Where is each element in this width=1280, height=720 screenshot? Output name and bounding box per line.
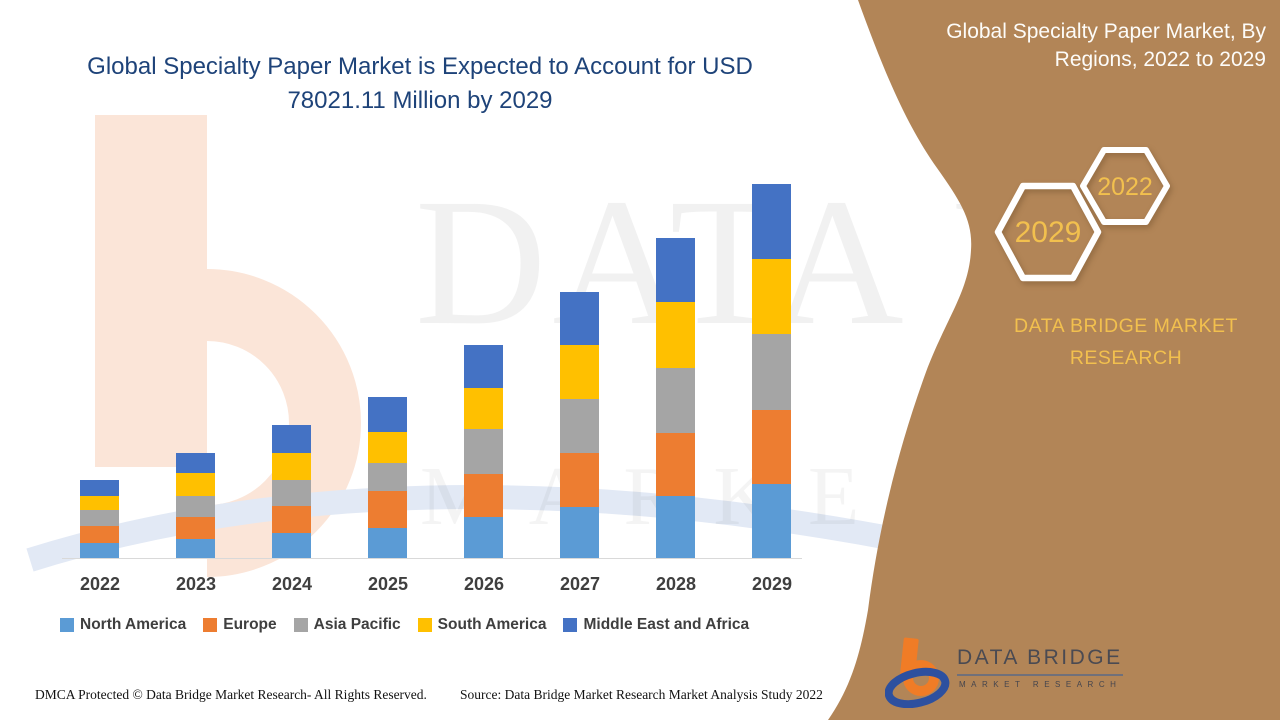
bar-segment-2029-south-america [752,258,791,334]
bar-segment-2023-south-america [176,472,215,496]
legend-label-asia-pacific: Asia Pacific [313,616,401,633]
x-axis-labels: 2022 2023 2024 2025 2026 2027 2028 2029 [62,574,802,600]
hexagon-year-2029: 2029 [1014,216,1082,249]
bar-segment-2029-europe [752,409,791,485]
bar-segment-2027-south-america [560,345,599,399]
x-label-2027: 2027 [559,574,601,594]
bar-segment-2024-north-america [272,533,311,559]
bar-segment-2028-europe [656,432,695,497]
brand-logo: DATA BRIDGE MARKET RESEARCH [885,636,1125,710]
bar-segment-2022-asia-pacific [80,510,119,527]
legend-swatch-north-america [60,618,74,632]
plot-area [62,183,802,559]
bar-2028 [656,238,695,559]
legend: North America Europe Asia Pacific South Ame… [60,616,840,634]
bar-segment-2026-middle-east-and-africa [464,345,503,389]
x-label-2022: 2022 [79,574,121,594]
x-label-2026: 2026 [463,574,505,594]
bar-segment-2029-asia-pacific [752,333,791,410]
bar-segment-2023-north-america [176,538,215,559]
bar-2029 [752,183,791,559]
bar-segment-2028-north-america [656,496,695,559]
bar-segment-2029-north-america [752,484,791,559]
x-label-2028: 2028 [655,574,697,594]
legend-label-north-america: North America [80,616,187,633]
legend-label-south-america: South America [437,616,547,633]
page-title: Global Specialty Paper Market is Expecte… [87,53,753,115]
bar-segment-2028-asia-pacific [656,368,695,433]
bar-segment-2022-europe [80,526,119,544]
x-label-2029: 2029 [751,574,793,594]
footer-source-text: Source: Data Bridge Market Research Mark… [460,687,823,702]
x-label-2024: 2024 [271,574,313,594]
bar-segment-2023-middle-east-and-africa [176,452,215,473]
bar-2023 [176,452,215,559]
bar-segment-2022-north-america [80,543,119,559]
brand-logo-icon [885,637,950,708]
bar-segment-2026-south-america [464,388,503,430]
legend-item-asia-pacific: Asia Pacific [293,616,401,634]
brand-logo-tagline: MARKET RESEARCH [959,680,1122,689]
hexagon-year-2022: 2022 [1097,173,1153,201]
bar-segment-2025-asia-pacific [368,462,407,492]
bar-segment-2024-asia-pacific [272,480,311,507]
side-panel-brand-text: DATA BRIDGE MARKET RESEARCH [1014,315,1238,370]
side-panel-path [828,0,1280,720]
bar-segment-2027-middle-east-and-africa [560,291,599,346]
bar-segment-2024-europe [272,506,311,534]
x-axis-line [62,558,802,559]
side-panel-heading: Global Specialty Paper Market, By Region… [946,20,1266,72]
legend-swatch-asia-pacific [293,618,308,632]
hexagon-badges-icon [994,147,1170,282]
bar-segment-2029-middle-east-and-africa [752,183,791,259]
bar-segment-2028-south-america [656,301,695,369]
bar-segment-2027-europe [560,452,599,508]
x-label-2025: 2025 [367,574,409,594]
bar-segment-2023-asia-pacific [176,495,215,517]
bar-segment-2026-europe [464,473,503,518]
bar-segment-2025-middle-east-and-africa [368,397,407,432]
bar-segment-2025-north-america [368,527,407,559]
legend-label-europe: Europe [223,616,277,633]
bar-segment-2023-europe [176,516,215,539]
bar-segment-2024-south-america [272,452,311,481]
bar-segment-2026-asia-pacific [464,429,503,474]
bar-2022 [80,480,119,559]
bar-2027 [560,291,599,559]
bar-segment-2022-middle-east-and-africa [80,480,119,497]
x-label-2023: 2023 [175,574,217,594]
legend-item-middle-east-and-africa: Middle East and Africa [563,616,749,634]
brand-logo-name: DATA BRIDGE [957,646,1123,676]
legend-label-middle-east-and-africa: Middle East and Africa [583,616,750,633]
bar-2026 [464,345,503,559]
bar-segment-2025-south-america [368,431,407,463]
legend-item-south-america: South America [417,616,547,634]
legend-item-north-america: North America [60,616,186,634]
bar-2025 [368,397,407,559]
bar-2024 [272,424,311,559]
legend-item-europe: Europe [203,616,277,634]
legend-swatch-europe [203,618,218,632]
bar-segment-2024-middle-east-and-africa [272,424,311,453]
legend-swatch-south-america [417,618,432,632]
bar-segment-2027-north-america [560,507,599,559]
bar-segment-2025-europe [368,491,407,528]
watermark-logo-icon [26,115,903,577]
bar-segment-2027-asia-pacific [560,398,599,453]
footer-dmca-text: DMCA Protected © Data Bridge Market Rese… [35,687,427,702]
bar-segment-2026-north-america [464,517,503,559]
legend-swatch-middle-east-and-africa [563,618,578,632]
bar-segment-2022-south-america [80,496,119,511]
bar-segment-2028-middle-east-and-africa [656,238,695,302]
